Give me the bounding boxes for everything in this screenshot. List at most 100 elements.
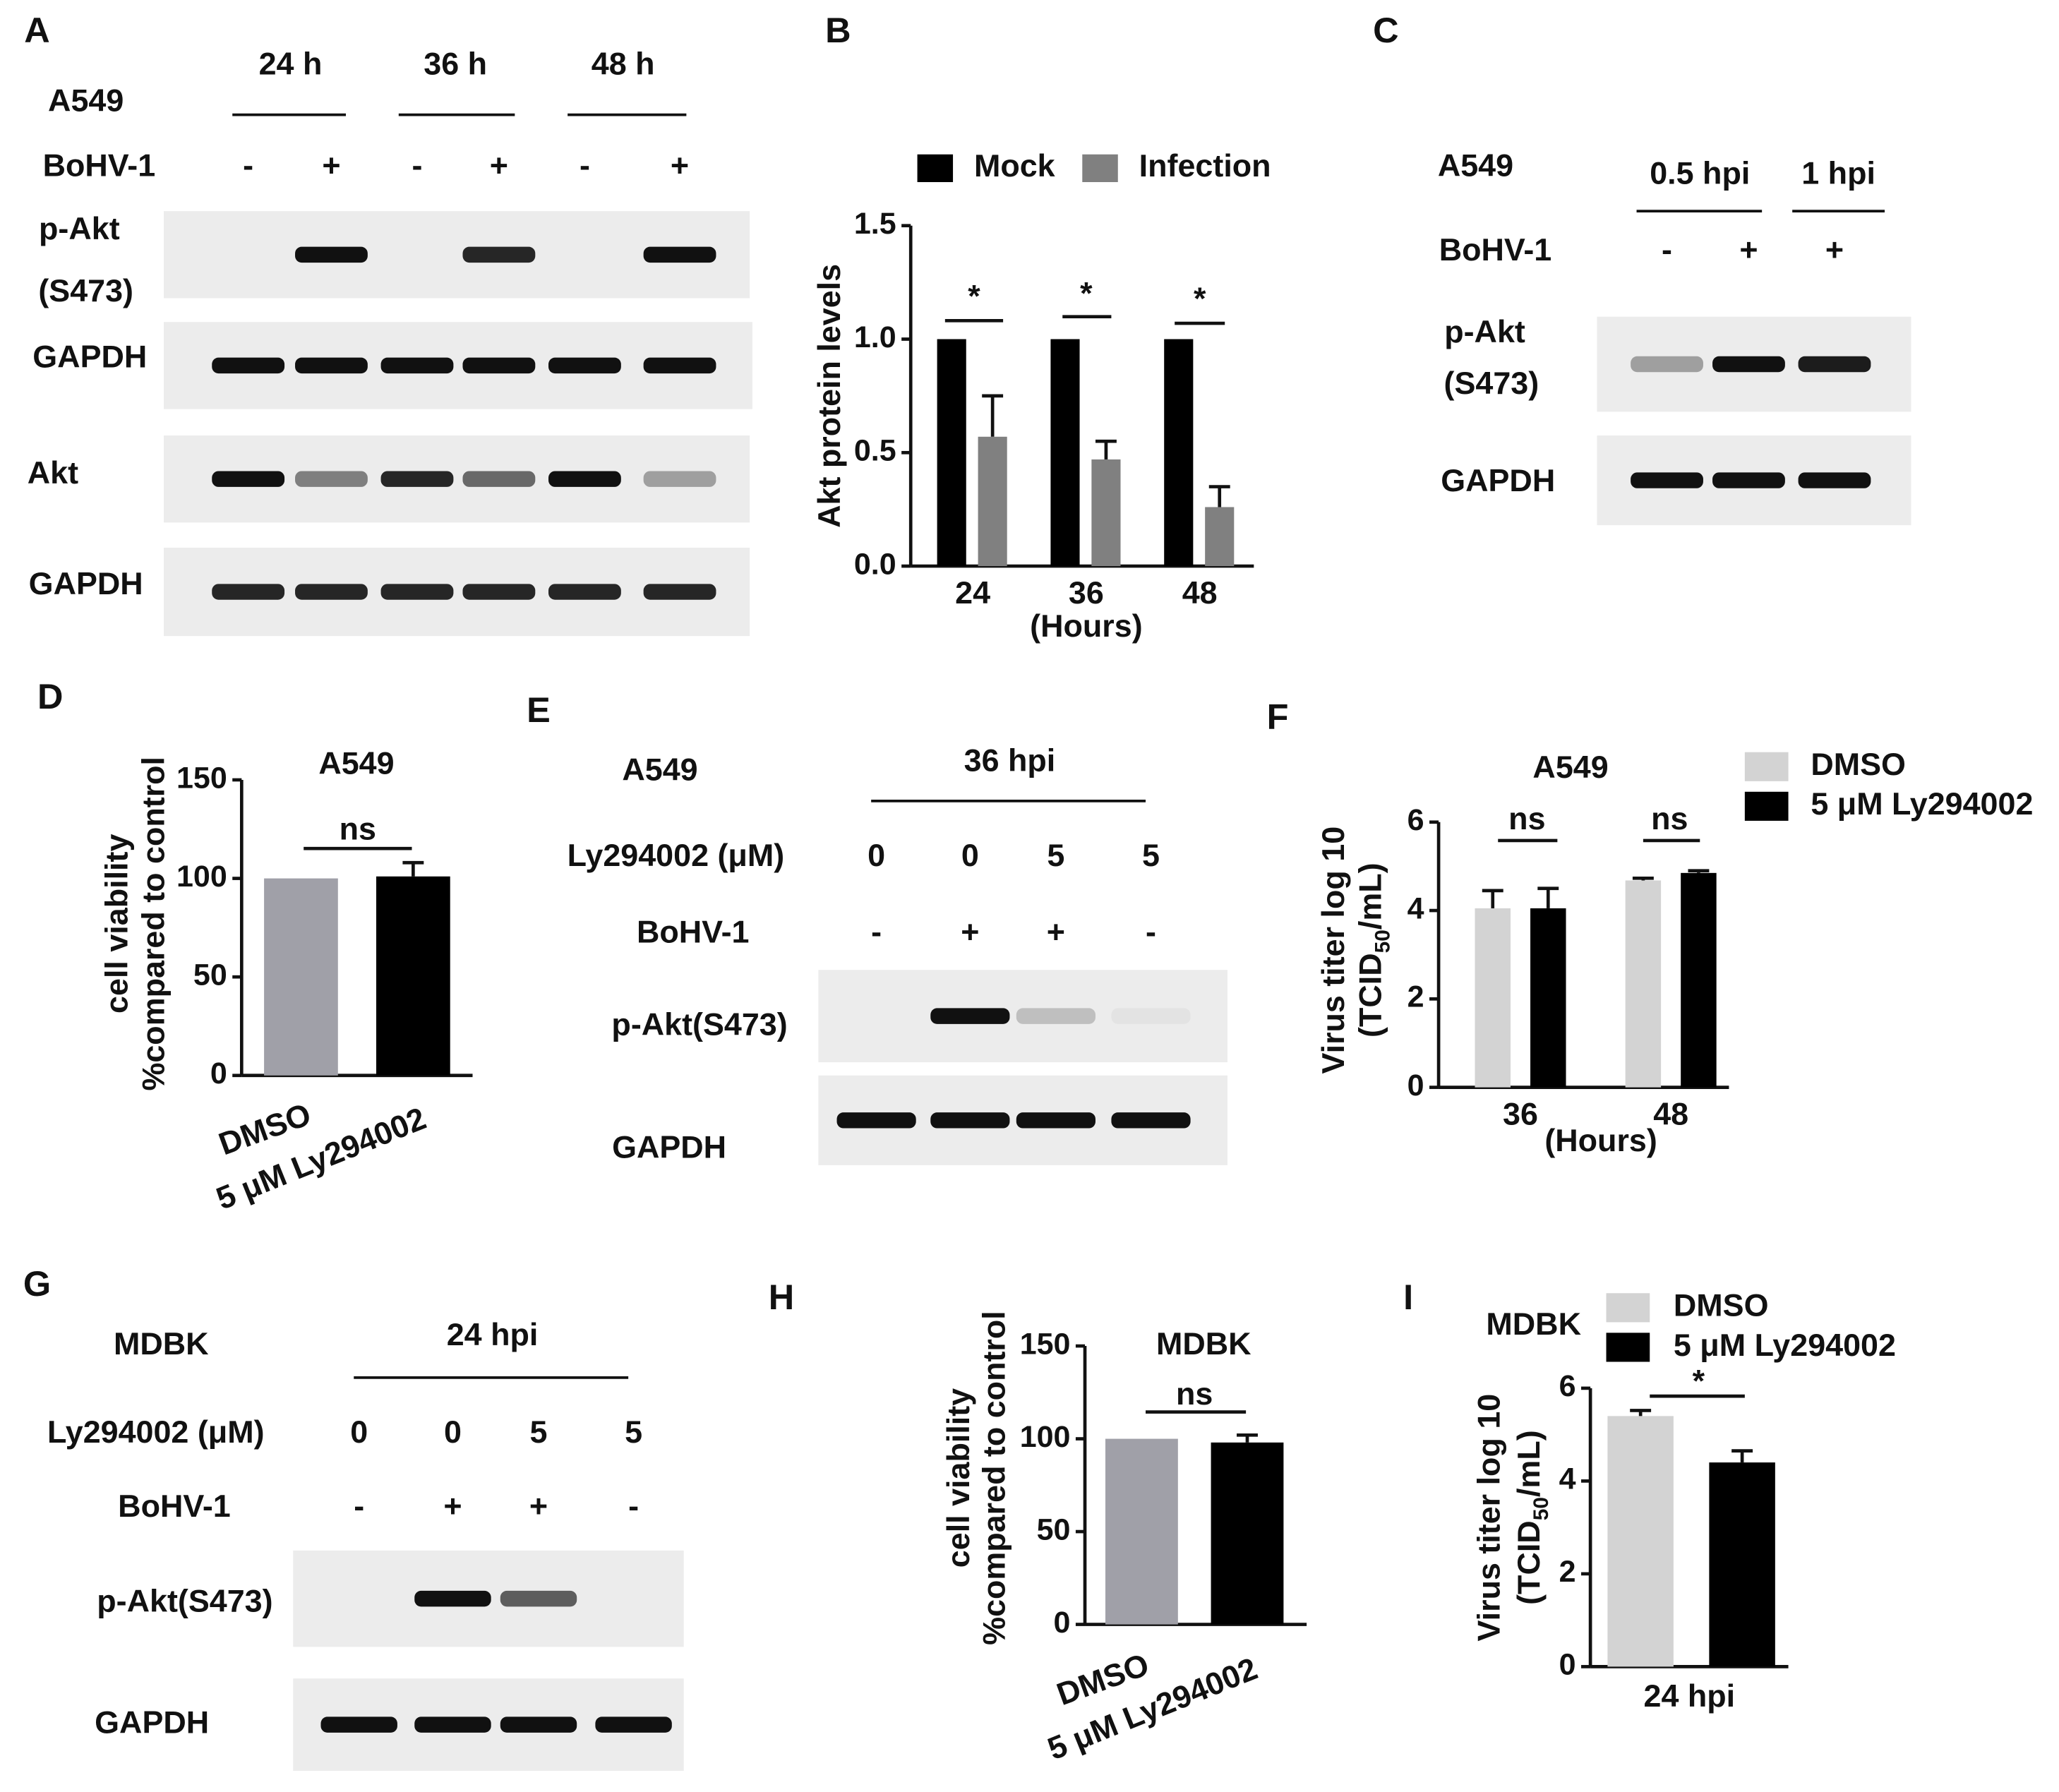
blot-band: [1712, 472, 1785, 488]
treatment-label: Ly294002 (μM): [568, 837, 785, 873]
panel-letter: G: [23, 1263, 51, 1304]
treatment-label: BoHV-1: [637, 914, 750, 950]
treatment-label: Ly294002 (μM): [47, 1414, 265, 1450]
y-tick-label: 4: [1559, 1462, 1576, 1496]
treatment-value: 0: [350, 1414, 368, 1450]
y-tick-label: 0.0: [854, 547, 896, 581]
blot-band: [462, 357, 536, 374]
y-axis-units-part: 50: [1371, 930, 1395, 953]
row-label: GAPDH: [95, 1704, 209, 1740]
blot-band: [295, 471, 368, 487]
chart-title: A549: [1532, 749, 1608, 785]
treatment-value: +: [490, 147, 508, 183]
x-tick-label: 5 μM Ly294002: [1043, 1650, 1262, 1767]
row-label: GAPDH: [29, 565, 143, 601]
y-tick-label: 2: [1407, 980, 1424, 1014]
treatment-label: BoHV-1: [118, 1488, 231, 1524]
blot-band: [1016, 1112, 1095, 1129]
treatment-value: +: [443, 1488, 462, 1524]
significance-label: *: [1194, 280, 1206, 316]
y-tick-label: 4: [1407, 891, 1424, 925]
y-axis-label: Virus titer log 10: [1471, 1394, 1507, 1642]
group-label: 36 hpi: [964, 742, 1056, 778]
bar: [978, 436, 1007, 567]
legend-label: Mock: [974, 148, 1055, 184]
blot-band: [380, 471, 454, 487]
treatment-value: 5: [625, 1414, 642, 1450]
y-tick-label: 150: [176, 761, 227, 795]
row-label: p-Akt: [1444, 313, 1525, 349]
blot-band: [548, 357, 621, 374]
blot-band: [1016, 1008, 1095, 1024]
x-tick-label: 24: [955, 575, 990, 611]
significance-label: ns: [1176, 1376, 1213, 1412]
bar: [1475, 908, 1511, 1088]
bar: [1105, 1438, 1178, 1625]
group-label: 36 h: [424, 45, 487, 81]
blot-band: [380, 357, 454, 374]
legend-swatch: [1744, 752, 1789, 781]
row-label: (S473): [38, 272, 133, 308]
treatment-value: +: [322, 147, 340, 183]
treatment-value: +: [961, 914, 979, 950]
blot-band: [414, 1590, 491, 1607]
blot-band: [320, 1716, 397, 1733]
treatment-value: +: [529, 1488, 548, 1524]
significance-label: *: [1693, 1362, 1705, 1398]
group-label: 1 hpi: [1801, 155, 1875, 191]
treatment-value: -: [1146, 914, 1156, 950]
y-axis-units-part: 50: [1530, 1497, 1553, 1520]
treatment-value: -: [354, 1488, 364, 1524]
blot-band: [295, 246, 368, 263]
chart-title: MDBK: [1156, 1325, 1251, 1361]
row-label: (S473): [1444, 365, 1539, 401]
row-label: p-Akt(S473): [611, 1006, 787, 1042]
panel-letter: D: [37, 676, 63, 716]
significance-label: ns: [1508, 800, 1545, 836]
x-tick-label: 36: [1069, 575, 1104, 611]
y-axis-units-part: /mL): [1352, 862, 1388, 930]
treatment-value: +: [1047, 914, 1065, 950]
row-label: GAPDH: [32, 338, 147, 374]
treatment-value: 5: [530, 1414, 548, 1450]
y-axis-units-part: /mL): [1511, 1430, 1547, 1497]
panel-letter: B: [825, 10, 851, 50]
y-tick-label: 0: [210, 1057, 227, 1090]
y-tick-label: 1.0: [854, 320, 896, 354]
x-axis-label: (Hours): [1030, 608, 1142, 644]
blot-band: [500, 1590, 577, 1607]
y-axis-label: Akt protein levels: [811, 264, 847, 528]
blot-band: [595, 1716, 672, 1733]
treatment-value: -: [871, 914, 882, 950]
blot-band: [500, 1716, 577, 1733]
row-label: GAPDH: [1441, 462, 1555, 498]
blot-band: [1631, 472, 1703, 488]
blot-band: [1798, 472, 1871, 488]
y-tick-label: 100: [176, 860, 227, 894]
y-axis-units: (TCID50/mL): [1511, 1430, 1554, 1605]
y-axis-label: %compared to control: [976, 1311, 1012, 1645]
legend-label: 5 μM Ly294002: [1674, 1327, 1896, 1363]
blot-band: [548, 471, 621, 487]
y-tick-label: 6: [1559, 1369, 1576, 1403]
cell-line: A549: [1438, 147, 1513, 183]
y-tick-label: 6: [1407, 803, 1424, 837]
blot-band: [1111, 1008, 1191, 1024]
y-tick-label: 1.5: [854, 207, 896, 241]
panel-letter: H: [769, 1277, 794, 1317]
y-axis-units: (TCID50/mL): [1352, 862, 1395, 1038]
panel-letter: F: [1267, 696, 1289, 736]
legend-swatch: [1082, 154, 1118, 183]
treatment-label: BoHV-1: [43, 147, 156, 183]
chart-title: A549: [318, 745, 394, 781]
y-axis-label: Virus titer log 10: [1315, 826, 1351, 1074]
blot-band: [380, 584, 454, 600]
blot-band: [212, 357, 285, 374]
panel-letter: E: [527, 690, 551, 730]
treatment-value: +: [1739, 231, 1758, 267]
legend-swatch: [1606, 1293, 1650, 1323]
bar: [1607, 1416, 1674, 1667]
chart-title: MDBK: [1486, 1306, 1581, 1342]
blot-membrane: [818, 970, 1227, 1063]
